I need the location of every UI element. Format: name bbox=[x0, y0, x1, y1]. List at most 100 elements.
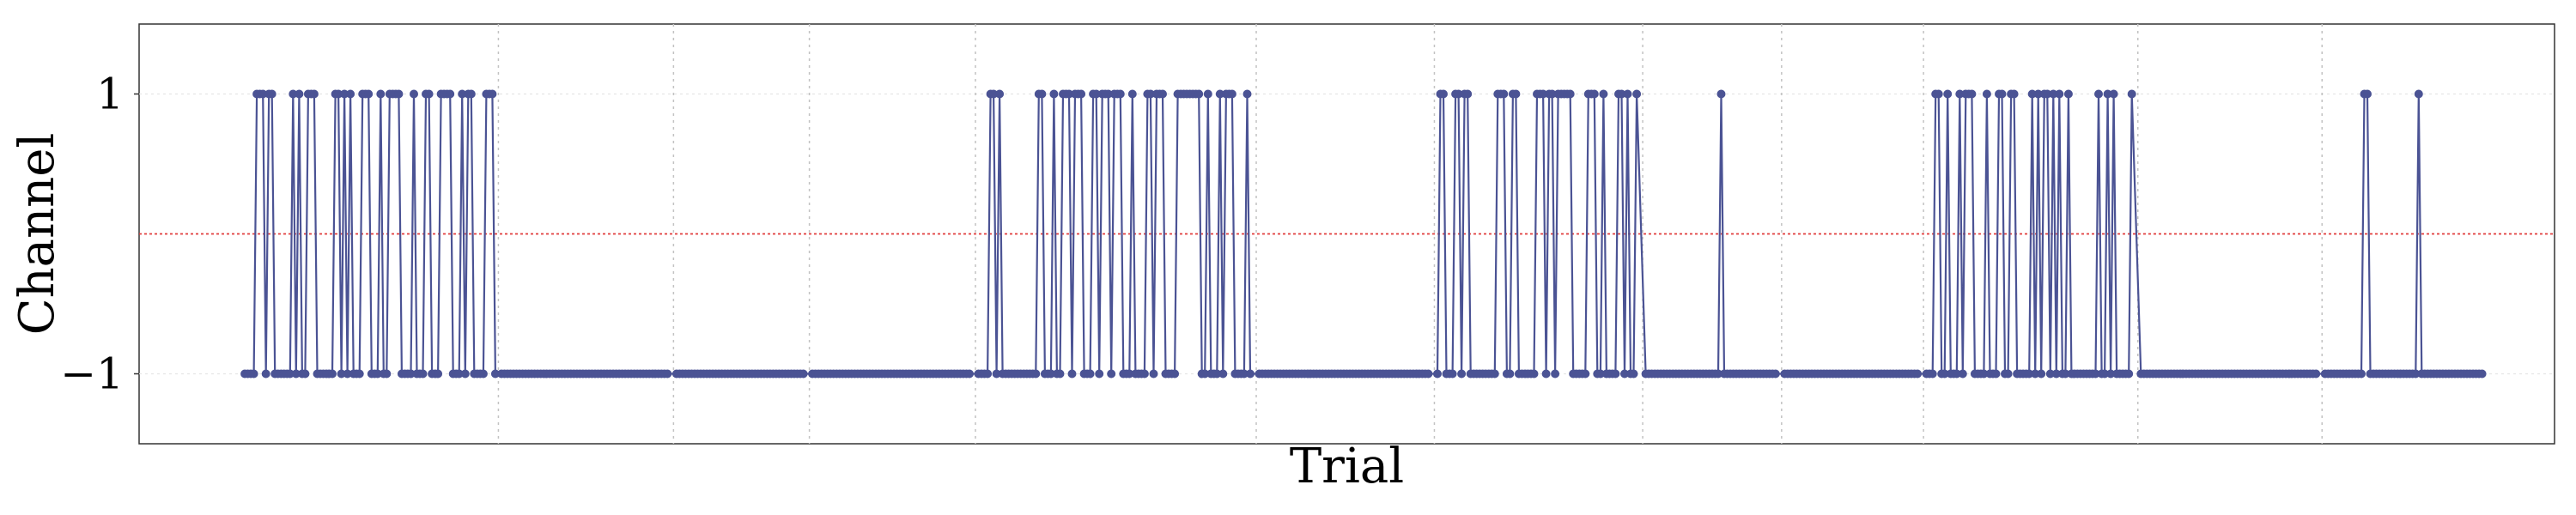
data-point-597 bbox=[2094, 89, 2103, 99]
data-point-446 bbox=[1620, 369, 1629, 379]
data-point-79 bbox=[478, 369, 488, 379]
data-point-68 bbox=[446, 89, 455, 99]
data-point-667 bbox=[2312, 369, 2321, 379]
data-point-574 bbox=[2025, 369, 2034, 379]
data-point-31 bbox=[334, 89, 343, 99]
data-point-283 bbox=[1115, 89, 1125, 99]
data-point-560 bbox=[1982, 89, 1991, 99]
data-point-389 bbox=[1448, 369, 1457, 379]
data-point-422 bbox=[1547, 89, 1557, 99]
data-point-273 bbox=[1085, 369, 1095, 379]
data-point-433 bbox=[1581, 369, 1590, 379]
data-point-682 bbox=[2363, 89, 2372, 99]
data-point-267 bbox=[1067, 369, 1077, 379]
data-point-18 bbox=[295, 89, 304, 99]
data-point-16 bbox=[289, 89, 298, 99]
data-point-577 bbox=[2033, 89, 2043, 99]
data-point-51 bbox=[394, 89, 404, 99]
data-point-315 bbox=[1212, 369, 1222, 379]
data-point-59 bbox=[418, 369, 428, 379]
data-point-286 bbox=[1125, 369, 1134, 379]
data-point-33 bbox=[340, 89, 349, 99]
data-point-139 bbox=[663, 369, 672, 379]
data-point-420 bbox=[1541, 369, 1551, 379]
data-point-291 bbox=[1139, 369, 1149, 379]
data-point-23 bbox=[309, 89, 319, 99]
data-point-270 bbox=[1077, 89, 1086, 99]
data-point-309 bbox=[1194, 89, 1204, 99]
data-point-476 bbox=[1716, 89, 1726, 99]
data-point-394 bbox=[1463, 89, 1473, 99]
data-point-72 bbox=[458, 89, 467, 99]
data-point-7 bbox=[261, 369, 270, 379]
data-point-438 bbox=[1595, 369, 1605, 379]
data-point-596 bbox=[2091, 369, 2100, 379]
data-point-559 bbox=[1979, 369, 1989, 379]
data-point-20 bbox=[301, 369, 310, 379]
data-point-280 bbox=[1107, 369, 1116, 379]
data-point-578 bbox=[2037, 369, 2046, 379]
data-point-3 bbox=[249, 369, 258, 379]
data-point-73 bbox=[460, 369, 470, 379]
data-point-294 bbox=[1149, 369, 1158, 379]
data-point-587 bbox=[2063, 89, 2073, 99]
data-point-312 bbox=[1203, 89, 1212, 99]
data-point-544 bbox=[1934, 89, 1943, 99]
data-point-47 bbox=[382, 369, 392, 379]
data-point-242 bbox=[992, 369, 1001, 379]
data-point-55 bbox=[406, 369, 416, 379]
data-point-580 bbox=[2043, 89, 2052, 99]
data-point-601 bbox=[2106, 369, 2116, 379]
data-point-567 bbox=[2003, 369, 2013, 379]
data-point-576 bbox=[2031, 369, 2040, 379]
data-point-436 bbox=[1589, 89, 1599, 99]
data-point-384 bbox=[1433, 369, 1442, 379]
data-point-56 bbox=[410, 89, 418, 99]
data-point-239 bbox=[983, 369, 993, 379]
data-point-602 bbox=[2109, 89, 2118, 99]
data-point-243 bbox=[995, 89, 1005, 99]
data-point-586 bbox=[2061, 369, 2070, 379]
data-point-584 bbox=[2055, 89, 2064, 99]
data-point-75 bbox=[466, 89, 476, 99]
data-point-408 bbox=[1505, 369, 1515, 379]
data-point-83 bbox=[490, 369, 500, 379]
data-point-555 bbox=[1967, 89, 1977, 99]
data-point-547 bbox=[1943, 89, 1953, 99]
data-point-383 bbox=[1424, 369, 1433, 379]
data-point-608 bbox=[2127, 89, 2136, 99]
data-point-44 bbox=[373, 369, 382, 379]
data-point-279 bbox=[1103, 89, 1113, 99]
data-point-301 bbox=[1170, 369, 1180, 379]
data-point-275 bbox=[1091, 89, 1101, 99]
data-point-34 bbox=[343, 369, 352, 379]
data-point-403 bbox=[1490, 369, 1499, 379]
data-point-260 bbox=[1046, 369, 1055, 379]
data-point-720 bbox=[2477, 369, 2487, 379]
data-point-539 bbox=[1913, 369, 1923, 379]
data-point-475 bbox=[1714, 369, 1722, 379]
data-point-316 bbox=[1215, 89, 1224, 99]
data-point-287 bbox=[1127, 89, 1137, 99]
data-point-386 bbox=[1439, 89, 1448, 99]
data-point-575 bbox=[2027, 89, 2037, 99]
y-tick-label-0: 1 bbox=[96, 70, 124, 119]
data-point-6 bbox=[258, 89, 268, 99]
data-point-698 bbox=[2411, 369, 2421, 379]
data-point-17 bbox=[291, 369, 301, 379]
data-point-320 bbox=[1227, 89, 1236, 99]
data-point-569 bbox=[2009, 89, 2019, 99]
data-point-406 bbox=[1499, 89, 1509, 99]
data-point-235 bbox=[965, 369, 974, 379]
data-point-41 bbox=[364, 89, 374, 99]
data-point-71 bbox=[454, 369, 464, 379]
y-ticks: 1 −1 bbox=[60, 70, 139, 399]
data-point-542 bbox=[1928, 369, 1937, 379]
data-point-61 bbox=[424, 89, 434, 99]
data-point-551 bbox=[1955, 89, 1965, 99]
data-point-439 bbox=[1599, 89, 1608, 99]
grid-lines bbox=[139, 24, 2555, 444]
data-point-494 bbox=[1771, 369, 1780, 379]
data-point-326 bbox=[1246, 369, 1255, 379]
